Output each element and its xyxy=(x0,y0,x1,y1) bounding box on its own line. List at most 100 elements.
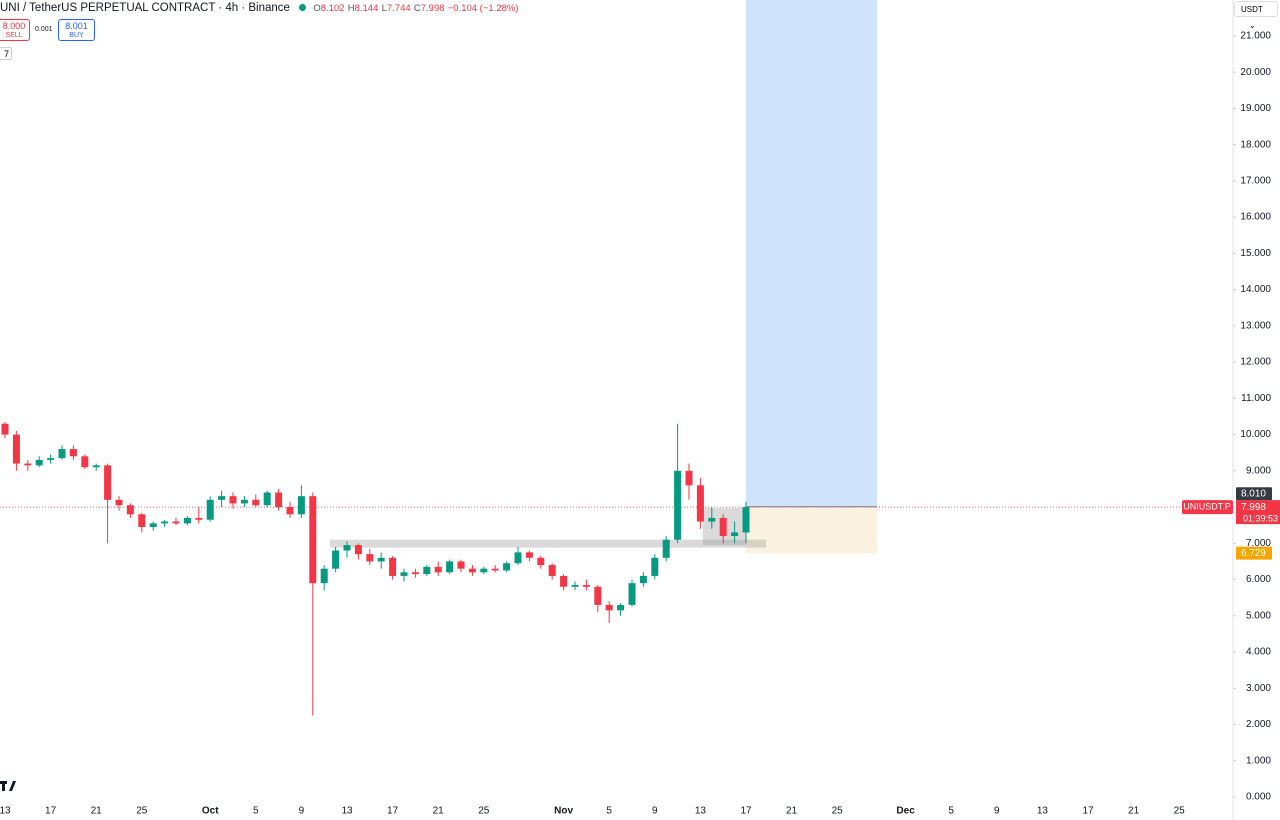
candle-body xyxy=(708,517,716,522)
x-tick-label: 13 xyxy=(0,806,11,817)
x-tick-label: 21 xyxy=(1128,806,1140,817)
candle-body xyxy=(571,584,579,587)
price-tag-label: 6.729 xyxy=(1241,548,1266,559)
y-tick-label: 1.000 xyxy=(1246,755,1271,766)
candle-body xyxy=(514,552,522,564)
candle-body xyxy=(47,458,55,460)
x-tick-label: 17 xyxy=(45,806,57,817)
candle-body xyxy=(400,572,408,576)
x-tick-label: 5 xyxy=(948,806,954,817)
candle-body xyxy=(377,557,385,562)
candle-body xyxy=(560,575,568,587)
candle-body xyxy=(582,584,590,587)
candle-body xyxy=(503,563,511,571)
candle-body xyxy=(149,523,157,527)
y-tick-label: 20.000 xyxy=(1240,67,1271,78)
candle-body xyxy=(309,496,317,584)
candle-body xyxy=(126,505,134,515)
candle-body xyxy=(389,557,397,576)
x-tick-label: 9 xyxy=(652,806,658,817)
x-tick-label: 5 xyxy=(606,806,612,817)
y-tick-label: 0.000 xyxy=(1246,792,1271,803)
ohlc-key: C xyxy=(413,3,421,14)
x-tick-label: 25 xyxy=(478,806,490,817)
y-tick-label: 9.000 xyxy=(1246,465,1271,476)
x-tick-label: 25 xyxy=(832,806,844,817)
buy-price: 8.001 xyxy=(65,21,88,31)
candle-body xyxy=(81,456,89,468)
candle-body xyxy=(446,561,454,573)
ohlc-key: L xyxy=(381,3,387,14)
candle-body xyxy=(58,449,66,459)
candle-body xyxy=(491,568,499,571)
candle-body xyxy=(12,434,20,464)
y-tick-label: 16.000 xyxy=(1240,212,1271,223)
indicator-count: 7 xyxy=(3,49,9,59)
candle-body xyxy=(252,499,260,506)
candle-body xyxy=(674,470,682,540)
candle-body xyxy=(480,568,488,573)
y-tick-label: 7.000 xyxy=(1246,538,1271,549)
ohlc-value: 8.102 xyxy=(320,3,345,14)
x-tick-label: Dec xyxy=(896,806,915,817)
x-tick-label: Nov xyxy=(554,806,573,817)
zone xyxy=(329,539,766,548)
candle-body xyxy=(343,545,351,551)
x-tick-label: 13 xyxy=(695,806,707,817)
candle-body xyxy=(286,507,294,515)
x-tick-label: 13 xyxy=(341,806,353,817)
x-tick-label: 17 xyxy=(387,806,399,817)
ohlc-value: 7.998 xyxy=(420,3,445,14)
y-tick-label: 21.000 xyxy=(1240,31,1271,42)
spread: 0.001 xyxy=(35,26,53,33)
candle-body xyxy=(263,492,271,506)
y-tick-label: 10.000 xyxy=(1240,429,1271,440)
y-tick-label: 18.000 xyxy=(1240,139,1271,150)
indicators-toggle[interactable]: 7 xyxy=(0,47,12,60)
candle-body xyxy=(423,566,431,575)
stop-zone xyxy=(746,506,877,554)
y-tick-label: 5.000 xyxy=(1246,610,1271,621)
y-tick-label: 3.000 xyxy=(1246,683,1271,694)
tv-logo-mark xyxy=(0,781,16,791)
candle-body xyxy=(548,565,556,576)
y-tick-label: 6.000 xyxy=(1246,574,1271,585)
buy-label: BUY xyxy=(69,32,84,39)
ohlc-value: 7.744 xyxy=(386,3,411,14)
y-tick-label: 11.000 xyxy=(1241,393,1271,404)
y-tick-label: 19.000 xyxy=(1240,103,1271,114)
candle-body xyxy=(434,566,442,573)
candle-body xyxy=(206,499,214,520)
y-tick-label: 14.000 xyxy=(1240,284,1271,295)
candle-body xyxy=(229,496,237,504)
x-tick-label: 5 xyxy=(253,806,259,817)
candle-body xyxy=(651,557,659,576)
y-tick-label: 13.000 xyxy=(1240,320,1271,331)
x-tick-label: 25 xyxy=(1174,806,1186,817)
candle-body xyxy=(457,561,465,569)
candle-body xyxy=(275,492,283,508)
x-tick-label: 17 xyxy=(1082,806,1094,817)
x-tick-label: 21 xyxy=(786,806,798,817)
candle-body xyxy=(183,517,191,524)
y-tick-label: 15.000 xyxy=(1240,248,1271,259)
x-tick-label: 9 xyxy=(994,806,1000,817)
candle-body xyxy=(525,552,533,558)
status-dot xyxy=(299,4,307,11)
currency: USDT xyxy=(1241,5,1263,14)
sell-label: SELL xyxy=(5,32,23,39)
price-tag-label: 8.010 xyxy=(1241,488,1266,499)
candle-body xyxy=(696,485,704,522)
candle-body xyxy=(104,465,112,500)
chart-header: UNI / TetherUS PERPETUAL CONTRACT · 4h ·… xyxy=(0,2,519,14)
symbol-tag xyxy=(1182,500,1233,515)
sell-button[interactable]: 8.000 SELL xyxy=(0,19,30,41)
currency-select[interactable]: USDT ⌄ xyxy=(1234,1,1278,30)
buy-button[interactable]: 8.001 BUY xyxy=(58,19,95,41)
change: −0.104 (−1.28%) xyxy=(447,3,519,14)
x-tick-label: 21 xyxy=(91,806,103,817)
ohlc-value: 8.144 xyxy=(354,3,379,14)
candle-body xyxy=(742,507,750,533)
price-tag xyxy=(1236,487,1272,501)
candle-body xyxy=(1,423,9,435)
